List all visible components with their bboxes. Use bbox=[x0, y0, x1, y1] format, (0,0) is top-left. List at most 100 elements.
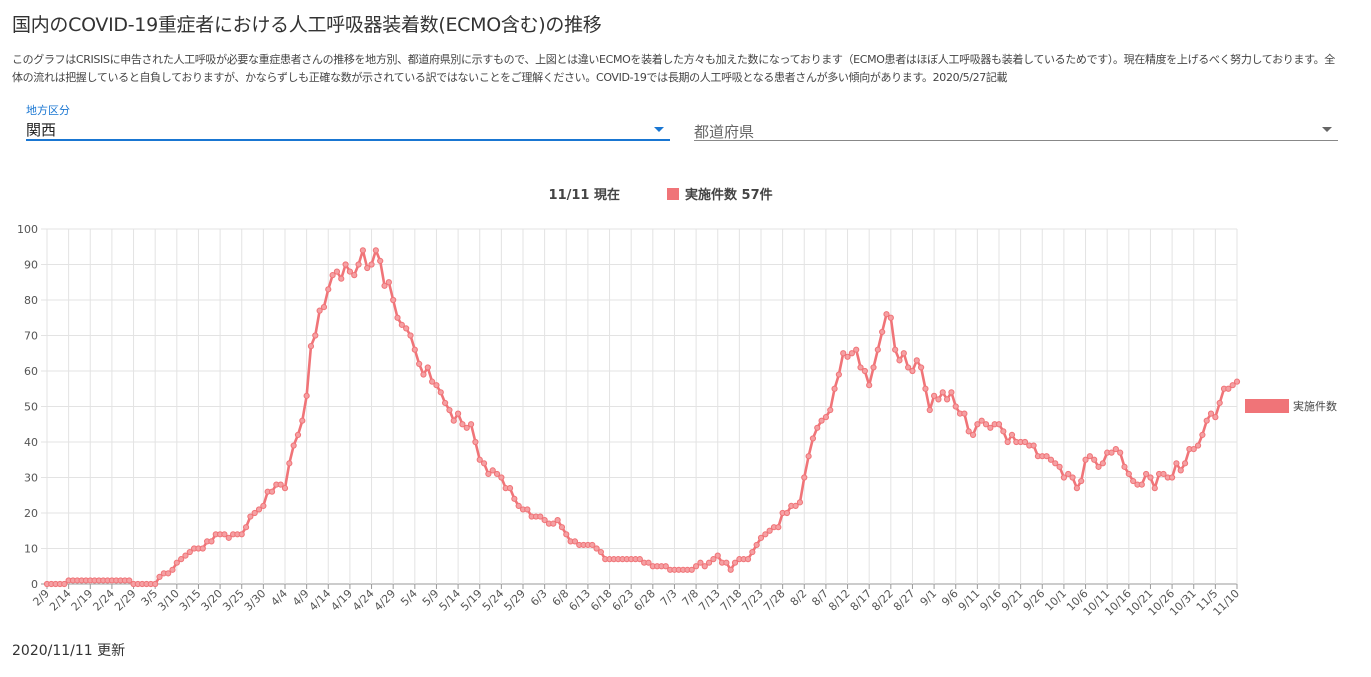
data-point bbox=[359, 247, 366, 254]
data-point bbox=[571, 538, 579, 545]
data-point bbox=[714, 552, 721, 559]
x-tick-label: 2/24 bbox=[90, 587, 117, 614]
data-point bbox=[887, 314, 894, 321]
data-point bbox=[1056, 463, 1063, 470]
data-point bbox=[563, 531, 570, 538]
data-point bbox=[338, 275, 345, 282]
data-point bbox=[1030, 442, 1037, 449]
chart-grid bbox=[41, 228, 1238, 589]
data-point bbox=[1004, 438, 1011, 446]
data-point bbox=[1212, 414, 1219, 421]
data-point bbox=[896, 357, 903, 364]
data-point bbox=[589, 541, 596, 549]
data-point bbox=[861, 367, 868, 375]
data-point bbox=[1181, 460, 1189, 467]
data-point bbox=[662, 563, 669, 570]
data-point bbox=[355, 261, 362, 268]
data-point bbox=[943, 396, 951, 403]
data-point bbox=[995, 421, 1003, 428]
data-point bbox=[303, 392, 310, 399]
data-point bbox=[697, 559, 704, 566]
data-point bbox=[1147, 474, 1154, 481]
chart-legend[interactable]: 実施件数 bbox=[1245, 399, 1337, 413]
data-point bbox=[731, 559, 739, 566]
data-point bbox=[463, 424, 470, 431]
data-point bbox=[840, 350, 847, 357]
x-tick-label: 2/14 bbox=[47, 587, 74, 614]
data-point bbox=[377, 257, 384, 265]
data-point bbox=[493, 470, 501, 478]
data-point bbox=[558, 524, 566, 531]
data-point bbox=[381, 282, 388, 289]
prefecture-select-placeholder: 都道府県 bbox=[694, 123, 755, 141]
data-point bbox=[974, 421, 981, 428]
x-tick-label: 6/28 bbox=[631, 587, 658, 614]
data-point bbox=[454, 410, 462, 417]
x-tick-label: 7/13 bbox=[696, 587, 723, 614]
data-point bbox=[537, 513, 544, 520]
x-tick-label: 5/29 bbox=[501, 587, 528, 614]
data-point bbox=[325, 286, 332, 293]
data-point bbox=[247, 513, 254, 520]
data-point bbox=[692, 563, 700, 570]
chevron-down-icon[interactable] bbox=[1322, 127, 1332, 132]
data-point bbox=[848, 350, 855, 357]
x-tick-label: 3/30 bbox=[242, 587, 269, 614]
data-point bbox=[1021, 438, 1029, 446]
data-point bbox=[260, 502, 267, 509]
chevron-down-icon[interactable] bbox=[654, 127, 664, 132]
data-point bbox=[705, 559, 713, 566]
data-point bbox=[1216, 399, 1223, 407]
data-point bbox=[1108, 449, 1115, 456]
chart-title-date: 11/11 現在 bbox=[549, 187, 620, 203]
data-point bbox=[169, 566, 176, 573]
data-point bbox=[199, 545, 206, 552]
data-point bbox=[909, 367, 916, 375]
y-tick-label: 20 bbox=[24, 507, 38, 520]
data-point bbox=[178, 556, 185, 563]
x-tick-label: 3/20 bbox=[199, 587, 226, 614]
region-select-box[interactable]: 関西 bbox=[26, 115, 670, 141]
data-point bbox=[420, 371, 427, 378]
data-point bbox=[1047, 456, 1055, 463]
data-point bbox=[636, 556, 643, 563]
data-point bbox=[489, 467, 496, 474]
data-point bbox=[827, 406, 834, 414]
data-point bbox=[182, 552, 189, 559]
data-point bbox=[238, 531, 245, 538]
y-tick-label: 40 bbox=[24, 436, 38, 449]
data-point bbox=[835, 371, 842, 378]
chart-title-swatch bbox=[667, 188, 679, 200]
data-point bbox=[208, 538, 215, 545]
legend-label: 実施件数 bbox=[1293, 399, 1337, 413]
data-point bbox=[320, 304, 328, 311]
ventilator-line-chart: 11/11 現在 実施件数 57件 0 10 20 30 40 50 60 70 80 90 100… bbox=[17, 187, 1337, 619]
data-point bbox=[446, 406, 453, 414]
region-select-value: 関西 bbox=[26, 121, 57, 139]
x-tick-label: 5/4 bbox=[398, 587, 420, 609]
data-point bbox=[818, 417, 825, 424]
data-point bbox=[593, 545, 600, 552]
data-point bbox=[809, 435, 817, 442]
data-point bbox=[1117, 449, 1124, 456]
data-point bbox=[892, 346, 899, 353]
data-point bbox=[939, 389, 946, 396]
data-point bbox=[1173, 460, 1180, 467]
data-point bbox=[870, 364, 877, 371]
data-point bbox=[1207, 410, 1215, 417]
data-point bbox=[874, 346, 881, 353]
data-point bbox=[152, 580, 159, 588]
x-tick-label: 8/12 bbox=[826, 587, 853, 614]
y-tick-label: 100 bbox=[17, 223, 38, 236]
x-tick-label: 10/1 bbox=[1042, 587, 1069, 614]
chart-title: 11/11 現在 実施件数 57件 bbox=[549, 187, 773, 203]
data-point bbox=[645, 559, 652, 566]
data-point bbox=[1233, 378, 1241, 385]
data-point bbox=[1078, 477, 1085, 485]
prefecture-select-box[interactable]: 都道府県 bbox=[694, 115, 1338, 141]
data-point bbox=[1121, 463, 1128, 470]
data-point bbox=[385, 279, 392, 286]
data-point bbox=[965, 428, 972, 435]
data-point bbox=[476, 456, 483, 463]
data-point bbox=[918, 364, 925, 371]
